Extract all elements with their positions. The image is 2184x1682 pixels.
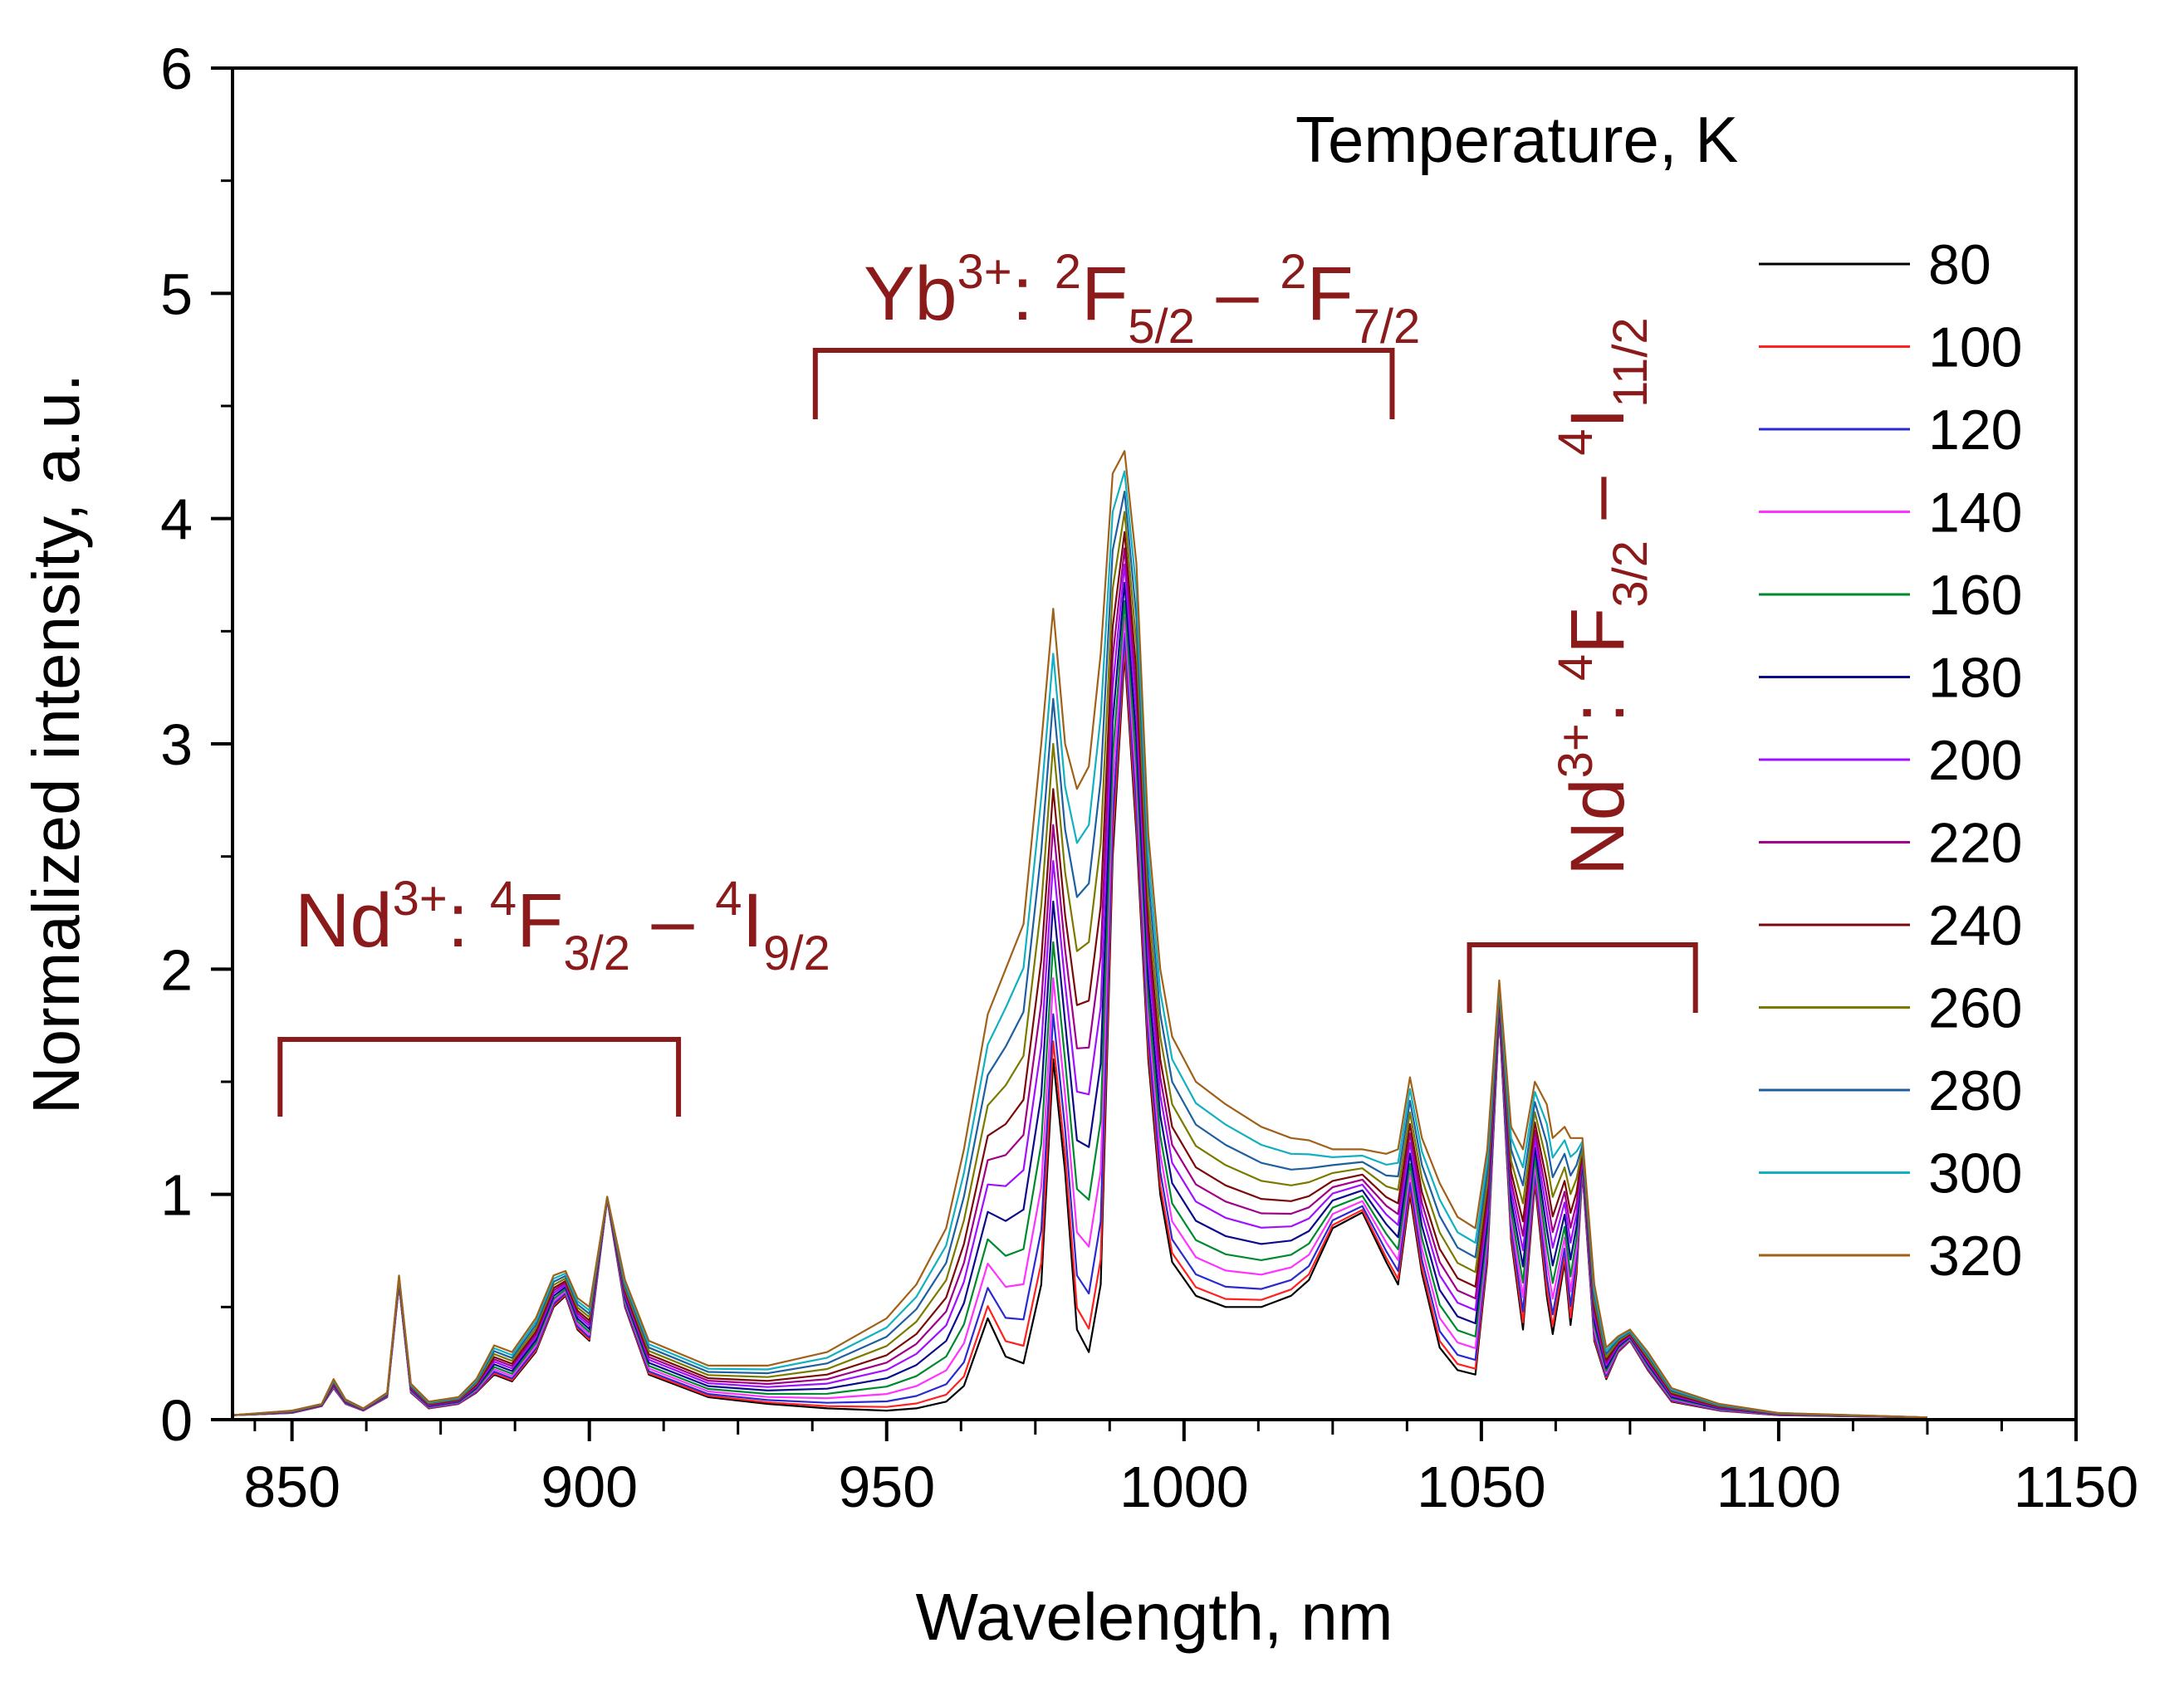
series-line-180 (233, 581, 1928, 1419)
series-line-120 (233, 632, 1928, 1419)
series-line-260 (233, 511, 1928, 1419)
annotation-part: 3/2 (563, 927, 630, 980)
legend-label-140: 140 (1928, 482, 2022, 545)
yb-transition-label: Yb3+: 2F5/2 – 2F7/2 (864, 245, 1420, 354)
annotation-part: F (1081, 252, 1128, 336)
x-tick-label: 900 (541, 1455, 638, 1519)
legend-label-260: 260 (1928, 977, 2022, 1040)
legend-label-80: 80 (1928, 233, 1991, 296)
series-line-280 (233, 490, 1928, 1419)
annotation-part: Yb (864, 252, 957, 336)
legend-label-120: 120 (1928, 398, 2022, 462)
series-line-100 (233, 644, 1928, 1419)
plot-frame (231, 66, 2078, 1421)
annotation-part: 5/2 (1128, 300, 1195, 354)
annotation-part: 3/2 (1604, 540, 1658, 608)
nd-9-2-bracket (277, 1037, 682, 1117)
series-line-220 (233, 547, 1928, 1419)
legend-label-280: 280 (1928, 1059, 2022, 1122)
axes: 850 900 950 1000 1050 1100 1150 0 1 2 3 4 5 6 (160, 37, 2138, 1519)
annotation-part: 11/2 (1604, 317, 1658, 408)
annotation-part: 2 (1280, 245, 1306, 299)
series-line-200 (233, 563, 1928, 1419)
yb-bracket (812, 348, 1395, 419)
y-tick-label: 1 (160, 1163, 193, 1228)
y-tick-label: 0 (160, 1388, 193, 1453)
annotation-part: 4 (1549, 428, 1603, 455)
y-tick-label: 6 (160, 37, 193, 101)
legend-label-160: 160 (1928, 564, 2022, 627)
annotation-part: I (742, 878, 764, 963)
series-line-300 (233, 470, 1928, 1419)
annotation-part: F (517, 878, 563, 963)
annotation-part: Nd (1555, 778, 1640, 876)
x-axis-label: Wavelength, nm (915, 1580, 1393, 1654)
nd-9-2-transition-label: Nd3+: 4F3/2 – 4I9/2 (295, 872, 830, 980)
legend-title: Temperature, K (1295, 103, 1738, 176)
series-line-240 (233, 531, 1928, 1419)
annotation-part: Nd (295, 878, 393, 963)
annotation-part: 3+ (1549, 723, 1603, 778)
annotation-part: F (1555, 608, 1640, 654)
annotation-part: 4 (490, 872, 517, 926)
annotation-part: : (1555, 681, 1640, 723)
x-tick-label: 1150 (2014, 1455, 2139, 1519)
annotation-part: 4 (1549, 654, 1603, 681)
legend-label-100: 100 (1928, 316, 2022, 379)
x-tick-label: 850 (243, 1455, 340, 1519)
x-tick-label: 1100 (1716, 1455, 1842, 1519)
annotation-part: : (448, 878, 490, 963)
legend-label-300: 300 (1928, 1142, 2022, 1205)
annotation-part: 9/2 (763, 927, 830, 980)
annotation-part: 3+ (957, 245, 1012, 299)
y-tick-label: 2 (160, 937, 193, 1002)
x-tick-label: 950 (838, 1455, 935, 1519)
annotation-part: 3+ (393, 872, 448, 926)
annotation-part: 2 (1055, 245, 1081, 299)
annotation-part: F (1306, 252, 1353, 336)
series-line-140 (233, 616, 1928, 1419)
annotation-part: – (1195, 252, 1280, 336)
annotation-part: I (1555, 408, 1640, 429)
annotation-part: 4 (715, 872, 742, 926)
series-line-80 (233, 653, 1928, 1419)
legend-label-200: 200 (1928, 729, 2022, 792)
nd-11-2-transition-label: Nd3+: 4F3/2 – 4I11/2 (1549, 317, 1658, 876)
y-axis-label: Normalized intensity, a.u. (19, 374, 93, 1114)
annotation-part: – (630, 878, 715, 963)
x-tick-label: 1000 (1119, 1455, 1249, 1519)
legend-label-320: 320 (1928, 1225, 2022, 1288)
legend: Temperature, K 80 100 120 140 160 180 200 220 240… (1295, 103, 2022, 1288)
annotation-part: 7/2 (1354, 300, 1421, 354)
legend-label-180: 180 (1928, 647, 2022, 710)
series-line-320 (233, 450, 1928, 1419)
nd-11-2-bracket (1467, 942, 1698, 1013)
legend-label-220: 220 (1928, 812, 2022, 875)
y-tick-label: 4 (160, 487, 193, 552)
x-tick-label: 1050 (1417, 1455, 1546, 1519)
series-line-160 (233, 599, 1928, 1419)
legend-label-240: 240 (1928, 894, 2022, 957)
plot-lines (233, 450, 1928, 1419)
y-tick-label: 3 (160, 712, 193, 777)
annotation-part: – (1555, 456, 1640, 540)
annotation-part: : (1012, 252, 1055, 336)
y-tick-label: 5 (160, 262, 193, 326)
